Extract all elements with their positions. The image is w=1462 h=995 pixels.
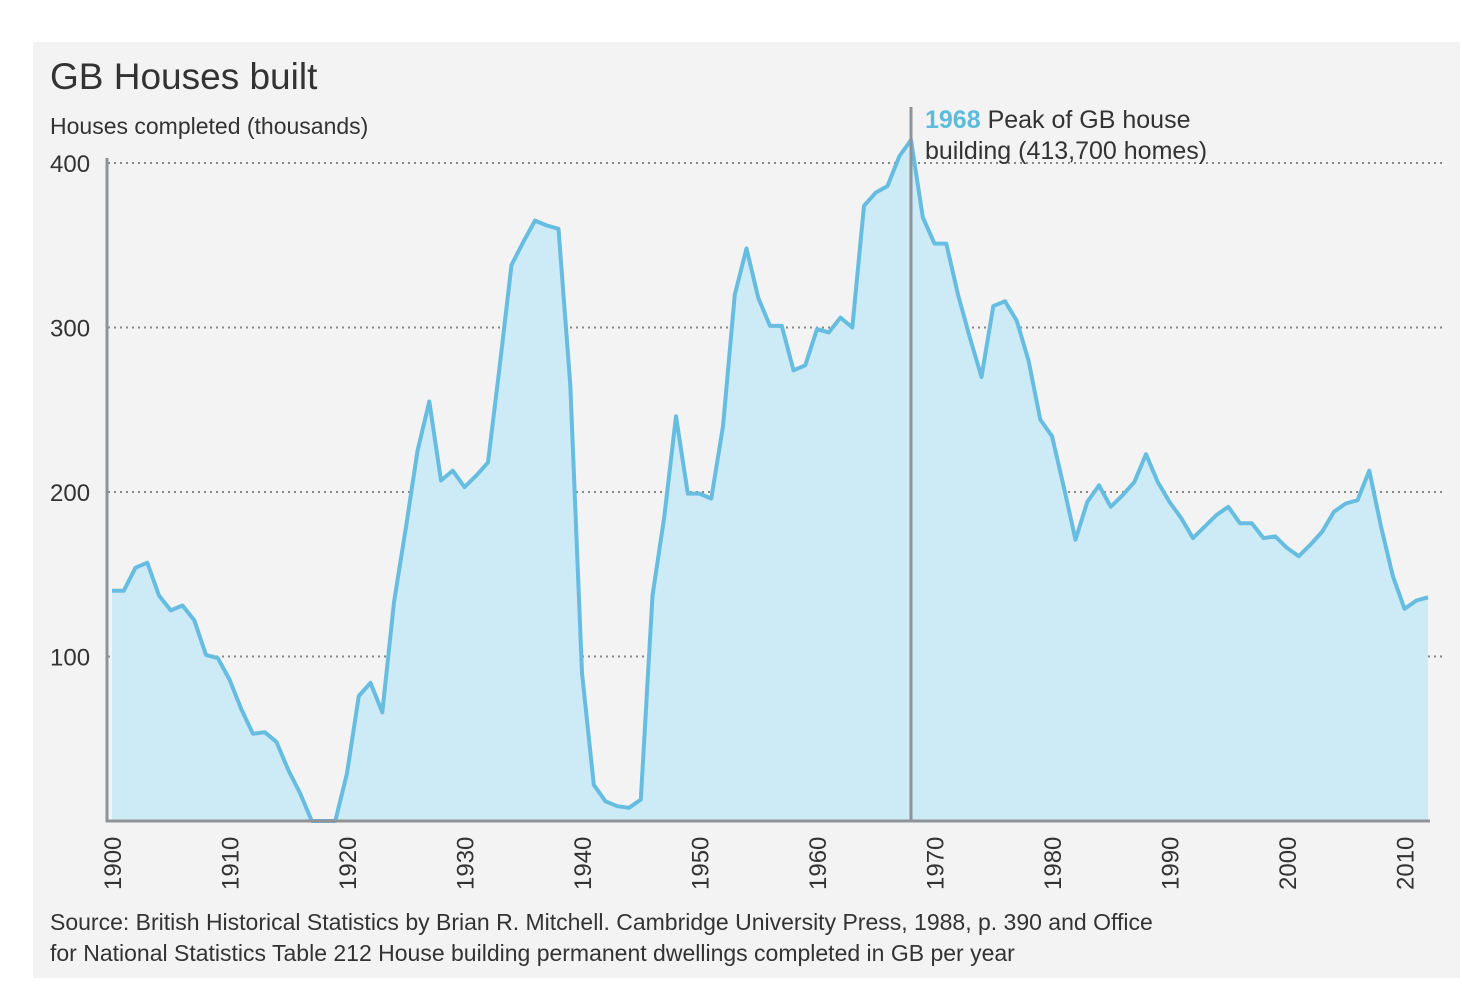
x-tick-label: 1950 <box>688 837 715 890</box>
x-tick-label: 1930 <box>453 837 480 890</box>
chart-title: GB Houses built <box>50 56 318 97</box>
x-tick-label: 1980 <box>1040 837 1067 890</box>
annotation-text-1: Peak of GB house <box>988 106 1191 134</box>
area-fill <box>112 140 1428 821</box>
source-line-2: for National Statistics Table 212 House … <box>50 940 1015 966</box>
x-tick-label: 1900 <box>100 837 127 890</box>
annotation-line1: 1968 Peak of GB house <box>925 106 1190 134</box>
y-tick-label: 200 <box>50 480 90 507</box>
x-tick-label: 1910 <box>218 837 245 890</box>
annotation-line2: building (413,700 homes) <box>925 137 1207 165</box>
x-tick-label: 1940 <box>570 837 597 890</box>
y-tick-label: 100 <box>50 645 90 672</box>
x-tick-label: 1920 <box>335 837 362 890</box>
x-tick-label: 1990 <box>1158 837 1185 890</box>
annotation-year: 1968 <box>925 106 981 134</box>
x-tick-label: 2000 <box>1275 837 1302 890</box>
x-tick-label: 1970 <box>923 837 950 890</box>
x-tick-label: 1960 <box>805 837 832 890</box>
y-tick-label: 400 <box>50 151 90 178</box>
source-line-1: Source: British Historical Statistics by… <box>50 909 1153 935</box>
y-tick-label: 300 <box>50 316 90 343</box>
x-tick-label: 2010 <box>1393 837 1420 890</box>
y-axis-label: Houses completed (thousands) <box>50 113 368 139</box>
